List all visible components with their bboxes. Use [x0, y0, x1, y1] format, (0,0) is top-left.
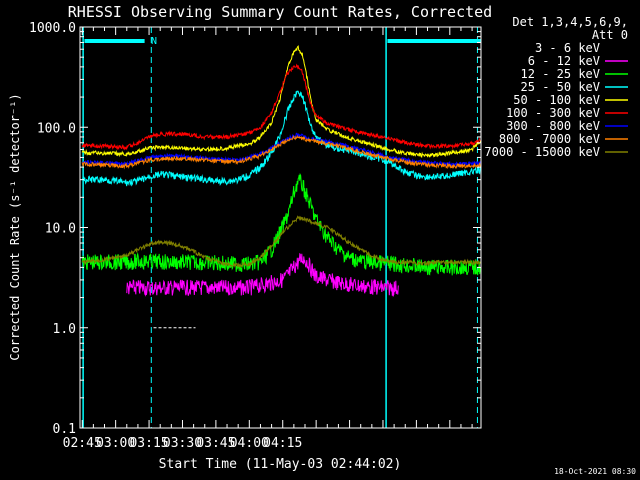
y-tick-label: 0.1 — [53, 422, 76, 437]
legend-label-4: 50 - 100 keV — [513, 93, 600, 107]
legend-label-1: 6 - 12 keV — [528, 54, 600, 68]
x-axis-title: Start Time (11-May-03 02:44:02) — [159, 457, 402, 472]
series-6 — [81, 132, 482, 168]
y-tick-label: 1000.0 — [29, 21, 76, 36]
series-3-line — [81, 90, 481, 187]
series-8 — [82, 215, 482, 269]
chart-title: RHESSI Observing Summary Count Rates, Co… — [68, 3, 492, 21]
series-8-line — [82, 215, 482, 269]
y-tick-label: 10.0 — [45, 222, 76, 237]
x-tick-label: 03:30 — [163, 436, 202, 451]
y-tick-label: 100.0 — [37, 121, 76, 136]
x-tick-label: 03:00 — [96, 436, 135, 451]
series-1-line — [126, 252, 399, 298]
series-7 — [81, 134, 482, 170]
legend-label-5: 100 - 300 keV — [506, 106, 600, 120]
y-axis-title: Corrected Count Rate (s⁻¹ detector⁻¹) — [8, 93, 22, 360]
legend-label-6: 300 - 800 keV — [506, 119, 600, 133]
legend-header-line-2: Att 0 — [592, 28, 628, 42]
legend-label-8: 7000 - 15000 keV — [484, 145, 600, 159]
x-tick-label: 04:00 — [230, 436, 269, 451]
night-marker-label: N — [151, 36, 157, 47]
x-tick-label: 02:45 — [63, 436, 102, 451]
series-6-line — [81, 132, 482, 168]
series-5 — [81, 63, 481, 151]
x-tick-label: 03:45 — [196, 436, 235, 451]
series-7-line — [81, 134, 482, 170]
series-3 — [81, 90, 481, 187]
x-tick-label: 04:15 — [263, 436, 302, 451]
series-1 — [126, 252, 399, 298]
legend-header-line-1: Det 1,3,4,5,6,9, — [512, 15, 628, 29]
legend-label-3: 25 - 50 keV — [521, 80, 600, 94]
legend-label-0: 3 - 6 keV — [535, 41, 600, 55]
series-5-line — [81, 63, 481, 151]
plot-area: N0.11.010.0100.01000.002:4503:0003:1503:… — [29, 21, 482, 451]
legend-label-7: 800 - 7000 keV — [499, 132, 600, 146]
series-4-line — [81, 45, 482, 158]
y-tick-label: 1.0 — [53, 322, 76, 337]
legend-label-2: 12 - 25 keV — [521, 67, 600, 81]
series-4 — [81, 45, 482, 158]
date-stamp: 18-Oct-2021 08:30 — [554, 467, 636, 476]
x-tick-label: 03:15 — [129, 436, 168, 451]
series-0 — [153, 282, 383, 329]
